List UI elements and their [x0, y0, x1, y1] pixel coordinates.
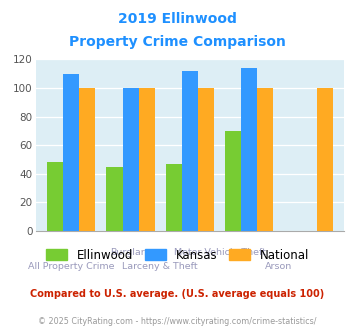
- Bar: [257, 88, 273, 231]
- Text: Burglary: Burglary: [110, 248, 151, 257]
- Text: © 2025 CityRating.com - https://www.cityrating.com/crime-statistics/: © 2025 CityRating.com - https://www.city…: [38, 317, 317, 326]
- Text: Property Crime Comparison: Property Crime Comparison: [69, 35, 286, 49]
- Bar: [138, 88, 154, 231]
- Text: Arson: Arson: [266, 262, 293, 271]
- Bar: [317, 88, 333, 231]
- Bar: [63, 74, 79, 231]
- Text: Compared to U.S. average. (U.S. average equals 100): Compared to U.S. average. (U.S. average …: [31, 289, 324, 299]
- Bar: [79, 88, 95, 231]
- Text: Motor Vehicle Theft: Motor Vehicle Theft: [174, 248, 266, 257]
- Bar: [198, 88, 214, 231]
- Bar: [241, 68, 257, 231]
- Text: Larceny & Theft: Larceny & Theft: [122, 262, 198, 271]
- Bar: [122, 88, 138, 231]
- Text: All Property Crime: All Property Crime: [28, 262, 114, 271]
- Bar: [106, 167, 122, 231]
- Bar: [182, 71, 198, 231]
- Legend: Ellinwood, Kansas, National: Ellinwood, Kansas, National: [41, 244, 314, 266]
- Bar: [166, 164, 182, 231]
- Text: 2019 Ellinwood: 2019 Ellinwood: [118, 12, 237, 25]
- Bar: [47, 162, 63, 231]
- Bar: [225, 131, 241, 231]
